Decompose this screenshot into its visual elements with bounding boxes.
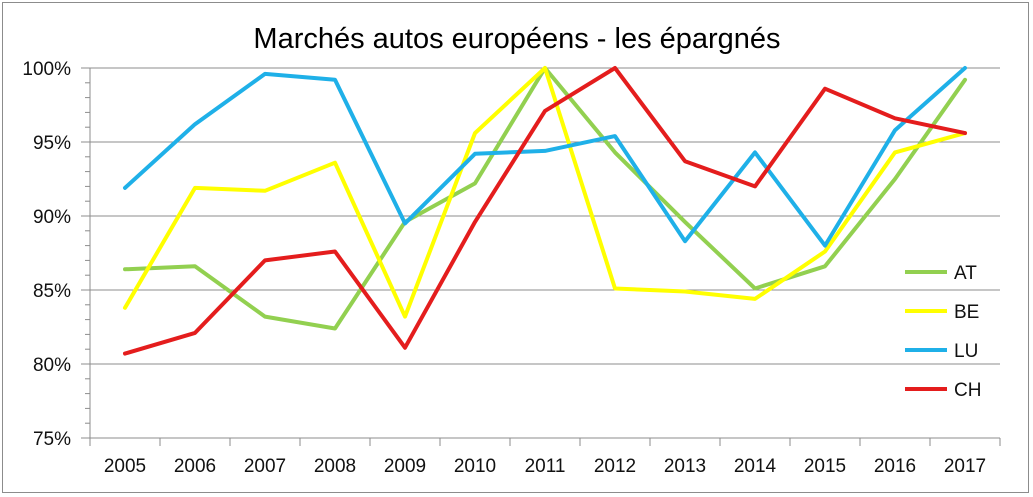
y-tick-label: 100%	[22, 59, 71, 80]
x-tick-label: 2017	[944, 456, 986, 477]
x-tick-label: 2007	[244, 456, 286, 477]
legend-label-lu: LU	[954, 341, 978, 362]
axes: 75% 80% 85% 90% 95% 100% 2005 2006 2007 2008 2009 2…	[22, 59, 1001, 477]
x-tick-label: 2008	[314, 456, 356, 477]
x-tick-label: 2014	[734, 456, 777, 477]
legend-label-ch: CH	[954, 380, 981, 401]
series-line-ch	[123, 66, 967, 356]
x-tick-label: 2010	[454, 456, 496, 477]
y-tick-label: 95%	[33, 133, 71, 154]
legend-label-be: BE	[954, 302, 979, 323]
chart-title: Marchés autos européens - les épargnés	[253, 23, 780, 55]
y-tick-label: 85%	[33, 281, 71, 302]
x-tick-label: 2005	[104, 456, 146, 477]
legend: AT BE LU CH	[905, 263, 981, 401]
x-tick-label: 2015	[804, 456, 846, 477]
series-line-lu	[123, 66, 967, 248]
y-tick-label: 80%	[33, 355, 71, 376]
series-lines	[123, 66, 967, 356]
x-tick-label: 2011	[525, 456, 566, 477]
series-line-at	[123, 66, 967, 331]
series-line-be	[123, 66, 967, 319]
x-tick-label: 2016	[874, 456, 916, 477]
y-tick-label: 75%	[33, 429, 71, 450]
x-tick-label: 2012	[594, 456, 636, 477]
x-tick-label: 2006	[174, 456, 216, 477]
x-tick-label: 2013	[664, 456, 706, 477]
legend-label-at: AT	[954, 263, 977, 284]
y-tick-label: 90%	[33, 207, 71, 228]
x-tick-label: 2009	[384, 456, 426, 477]
